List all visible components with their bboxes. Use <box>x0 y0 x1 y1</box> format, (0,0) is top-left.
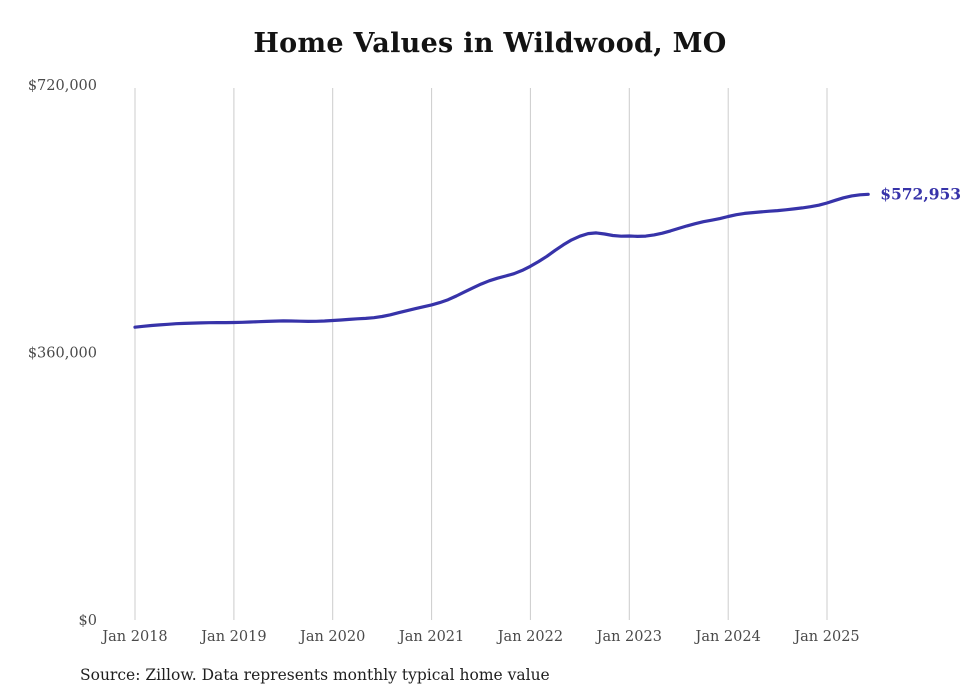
x-tick-label: Jan 2020 <box>298 629 365 645</box>
x-tick-label: Jan 2024 <box>694 629 761 645</box>
chart-title: Home Values in Wildwood, MO <box>253 28 727 59</box>
x-tick-label: Jan 2022 <box>496 629 563 645</box>
latest-value-label: $572,953 <box>880 184 961 203</box>
y-tick-label: $0 <box>79 613 97 629</box>
y-tick-label: $720,000 <box>28 78 97 94</box>
x-tick-label: Jan 2018 <box>100 629 167 645</box>
y-tick-label: $360,000 <box>28 346 97 362</box>
x-tick-label: Jan 2025 <box>792 629 859 645</box>
home-value-line <box>133 192 870 329</box>
source-note: Source: Zillow. Data represents monthly … <box>80 666 550 684</box>
x-tick-label: Jan 2021 <box>397 629 464 645</box>
x-tick-label: Jan 2019 <box>199 629 266 645</box>
x-tick-label: Jan 2023 <box>595 629 662 645</box>
